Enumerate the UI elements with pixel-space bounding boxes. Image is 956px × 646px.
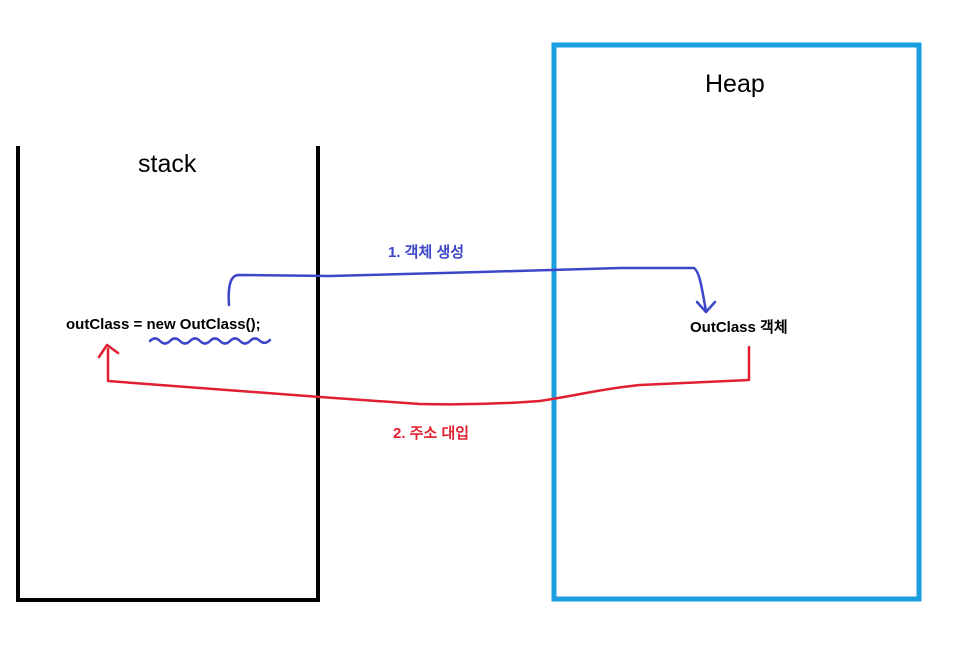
create-object-arrowhead	[695, 300, 717, 314]
assignment-statement: outClass = new OutClass();	[66, 316, 261, 333]
stack-title: stack	[138, 150, 197, 178]
create-object-label: 1. 객체 생성	[388, 244, 465, 261]
stack-container	[16, 146, 320, 602]
heap-container	[551, 42, 922, 602]
new-expression-underline	[148, 337, 272, 345]
heap-object-label: OutClass 객체	[690, 319, 788, 336]
heap-title: Heap	[705, 70, 765, 98]
assign-address-arrow	[106, 345, 751, 406]
assign-address-label: 2. 주소 대입	[393, 425, 470, 442]
create-object-arrow	[227, 266, 708, 313]
assign-address-arrowhead	[97, 343, 120, 359]
